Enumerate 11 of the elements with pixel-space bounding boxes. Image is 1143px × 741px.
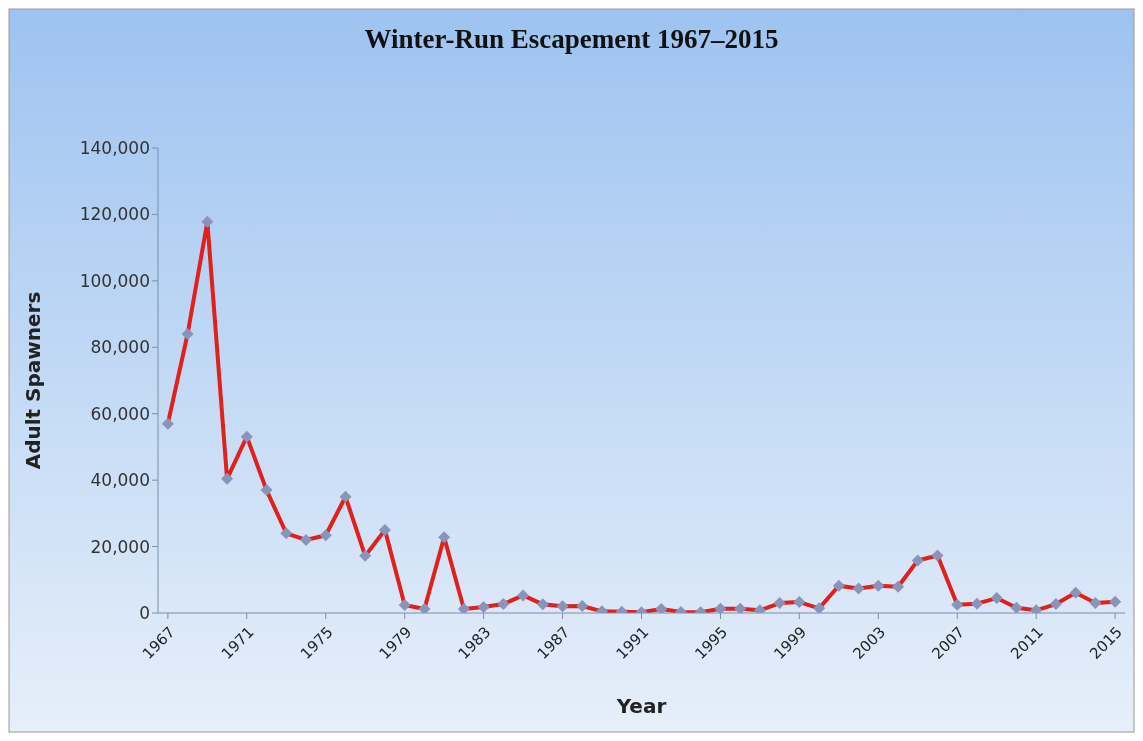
y-tick-label: 100,000 (79, 270, 150, 291)
y-axis-title: Adult Spawners (21, 291, 46, 470)
y-tick-label: 20,000 (90, 536, 150, 557)
chart-title: Winter-Run Escapement 1967–2015 (364, 24, 779, 54)
y-tick-label: 120,000 (79, 204, 150, 225)
y-tick-label: 40,000 (90, 470, 150, 491)
y-tick-label: 0 (139, 603, 150, 624)
y-tick-label: 80,000 (90, 337, 150, 358)
y-tick-label: 60,000 (90, 403, 150, 424)
y-tick-label: 140,000 (79, 138, 150, 159)
x-axis-title: Year (615, 694, 667, 718)
